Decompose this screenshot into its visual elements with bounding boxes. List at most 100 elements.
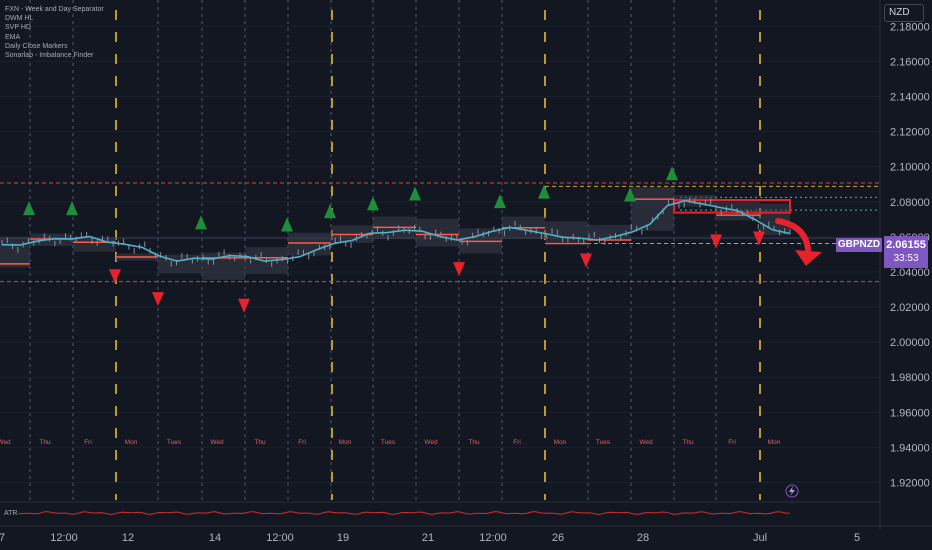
time-tick-label: 12:00 [266,532,294,544]
price-tick-label: 1.92000 [890,477,930,489]
time-tick-label: 19 [337,532,349,544]
candles [1,197,791,267]
up-close-marker [367,196,379,211]
time-tick-label: 26 [552,532,564,544]
day-labels: Wed Thu Fri Mon Tues Wed Thu Fri Mon Tues Wed Thu Fr… [0,439,799,498]
up-close-marker [409,186,421,201]
day-label: Thu [682,439,694,446]
price-tick-label: 1.94000 [890,442,930,454]
day-label: Fri [84,439,92,446]
down-close-marker [753,231,765,246]
daily-range-box [288,232,331,256]
price-tick-label: 2.12000 [890,127,930,139]
symbol-tag: GBPNZD [836,238,882,252]
time-tick-label: Jul [753,532,767,544]
day-label: Tues [381,439,396,446]
day-label: Thu [468,439,480,446]
daily-range-box [416,218,459,247]
forecast-arrow-curve [775,218,811,253]
time-tick-label: 12:00 [479,532,507,544]
price-tick-label: 2.08000 [890,197,930,209]
indicator-daily-close-markers[interactable]: Daily Close Markers [5,42,68,50]
price-tick-label: 2.16000 [890,56,930,68]
day-label: Mon [125,439,138,446]
up-close-marker [324,204,336,219]
indicator-week-day-separator[interactable]: FXN - Week and Day Separator [5,6,104,13]
price-tick-label: 2.00000 [890,337,930,349]
up-close-marker [195,215,207,230]
down-close-marker [238,298,250,313]
time-tick-label: 12:00 [50,532,78,544]
down-close-marker [580,253,592,268]
currency-selector[interactable]: NZD [884,4,924,22]
indicator-svp-hd[interactable]: SVP HD [5,24,31,32]
bar-countdown: 33:53 [893,253,919,264]
last-price: 2.06155 [886,239,926,251]
daily-range-box [545,221,588,242]
price-tick-label: 2.02000 [890,302,930,314]
day-label: Tues [167,439,182,446]
price-tick-label: 1.96000 [890,407,930,419]
day-label: Wed [424,439,438,446]
day-label: Fri [513,439,521,446]
chart-grid [0,25,880,483]
day-label: Fri [728,439,736,446]
daily-range-box [73,237,116,252]
day-label: Mon [339,439,352,446]
down-close-marker [453,262,465,277]
day-label: Thu [254,439,266,446]
day-label: Tues [596,439,611,446]
day-label: Wed [639,439,653,446]
lightning-icon [785,484,799,498]
day-separators [29,0,761,500]
forecast-arrow [775,218,822,266]
indicator-imbalance-finder[interactable]: Sonarlab - Imbalance Finder [5,52,94,60]
time-tick-label: 14 [209,532,221,544]
time-tick-label: 12 [122,532,134,544]
up-close-marker [666,166,678,181]
time-tick-label: 21 [422,532,434,544]
price-tick-label: 2.04000 [890,267,930,279]
up-close-marker [624,187,636,202]
last-price-tag: 2.06155 33:53 [884,236,928,268]
price-axis[interactable]: 1.92000 1.94000 1.96000 1.98000 2.00000 2.020… [879,0,930,530]
day-label: Wed [0,439,11,446]
indicator-dwm-hl[interactable]: DWM HL [5,15,34,23]
time-axis[interactable]: 7 12:00 12 14 12:00 19 21 12:00 26 28 Jul 5 [0,525,932,544]
up-close-marker [66,201,78,216]
ema-path [1,199,791,262]
day-label: Mon [768,439,781,446]
price-tick-label: 2.10000 [890,162,930,174]
day-label: Thu [39,439,51,446]
down-close-marker [109,269,121,284]
price-tick-label: 2.14000 [890,91,930,103]
atr-label: ATR [4,510,17,517]
day-label: Wed [210,439,224,446]
atr-pane: ATR [0,501,880,517]
daily-range-box [0,236,30,268]
imbalance-box [673,199,791,214]
volume-profile-boxes [0,187,791,280]
lightning-bolt [789,486,795,496]
indicator-ema[interactable]: EMA [5,33,21,41]
day-label: Fri [298,439,306,446]
down-close-marker [710,234,722,249]
atr-line [18,511,791,515]
up-close-marker [494,194,506,209]
up-close-marker [23,201,35,216]
indicator-list: FXN - Week and Day Separator DWM HL SVP … [5,5,104,60]
down-close-marker [152,292,164,307]
price-tick-label: 2.18000 [890,21,930,33]
ema-line [1,199,791,262]
close-markers [23,166,765,313]
up-close-marker [281,217,293,232]
time-tick-label: 7 [0,532,5,544]
price-tick-label: 1.98000 [890,372,930,384]
up-close-marker [538,184,550,199]
forecast-arrow-head [795,250,822,266]
daily-range-box [631,187,674,231]
time-tick-label: 28 [637,532,649,544]
day-label: Mon [554,439,567,446]
time-tick-label: 5 [854,532,860,544]
